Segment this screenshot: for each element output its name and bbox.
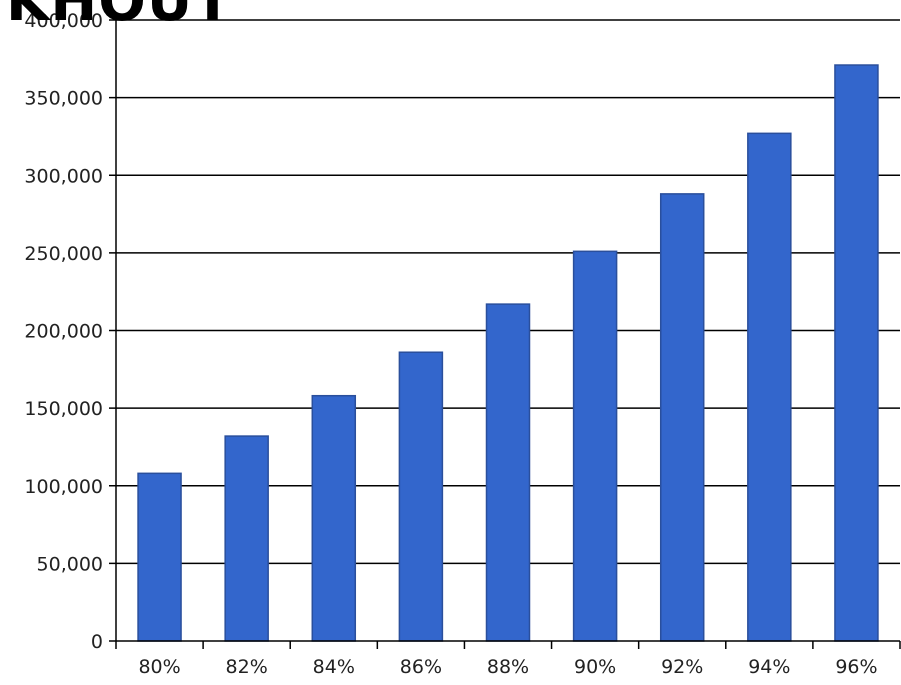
y-tick-label: 50,000 — [37, 553, 103, 575]
bar-92pct — [659, 193, 705, 642]
y-tick-label: 300,000 — [24, 165, 103, 187]
x-tick-label: 92% — [661, 656, 703, 678]
x-tick-label: 86% — [400, 656, 442, 678]
bars — [137, 64, 879, 642]
x-tick-label: 82% — [226, 656, 268, 678]
x-tick-label: 80% — [138, 656, 180, 678]
y-tick-label: 350,000 — [24, 88, 103, 110]
x-axis-ticks: 80% 82% 84% 86% 88% 90% 92% 94% 96% — [138, 656, 877, 678]
x-tick-label: 84% — [313, 656, 355, 678]
bar-80pct — [137, 472, 182, 642]
bar-88pct — [485, 303, 531, 642]
y-tick-label: 250,000 — [24, 243, 103, 265]
y-tick-label: 400,000 — [24, 10, 103, 32]
axes — [109, 19, 901, 649]
x-tick-label: 90% — [574, 656, 616, 678]
x-tick-label: 88% — [487, 656, 529, 678]
y-tick-label: 200,000 — [24, 321, 103, 343]
bar-84pct — [311, 394, 357, 642]
x-tick-label: 94% — [748, 656, 790, 678]
bar-82pct — [224, 435, 269, 642]
y-tick-label: 0 — [91, 631, 103, 653]
bar-96pct — [834, 64, 879, 642]
y-tick-label: 100,000 — [24, 476, 103, 498]
y-axis-ticks: 0 50,000 100,000 150,000 200,000 250,000 300,0… — [24, 10, 103, 653]
bar-90pct — [572, 250, 618, 642]
bar-94pct — [747, 132, 792, 642]
x-tick-label: 96% — [835, 656, 877, 678]
bar-86pct — [398, 351, 444, 642]
y-tick-label: 150,000 — [24, 398, 103, 420]
chart-title-cropped: KHOUT — [6, 0, 233, 34]
